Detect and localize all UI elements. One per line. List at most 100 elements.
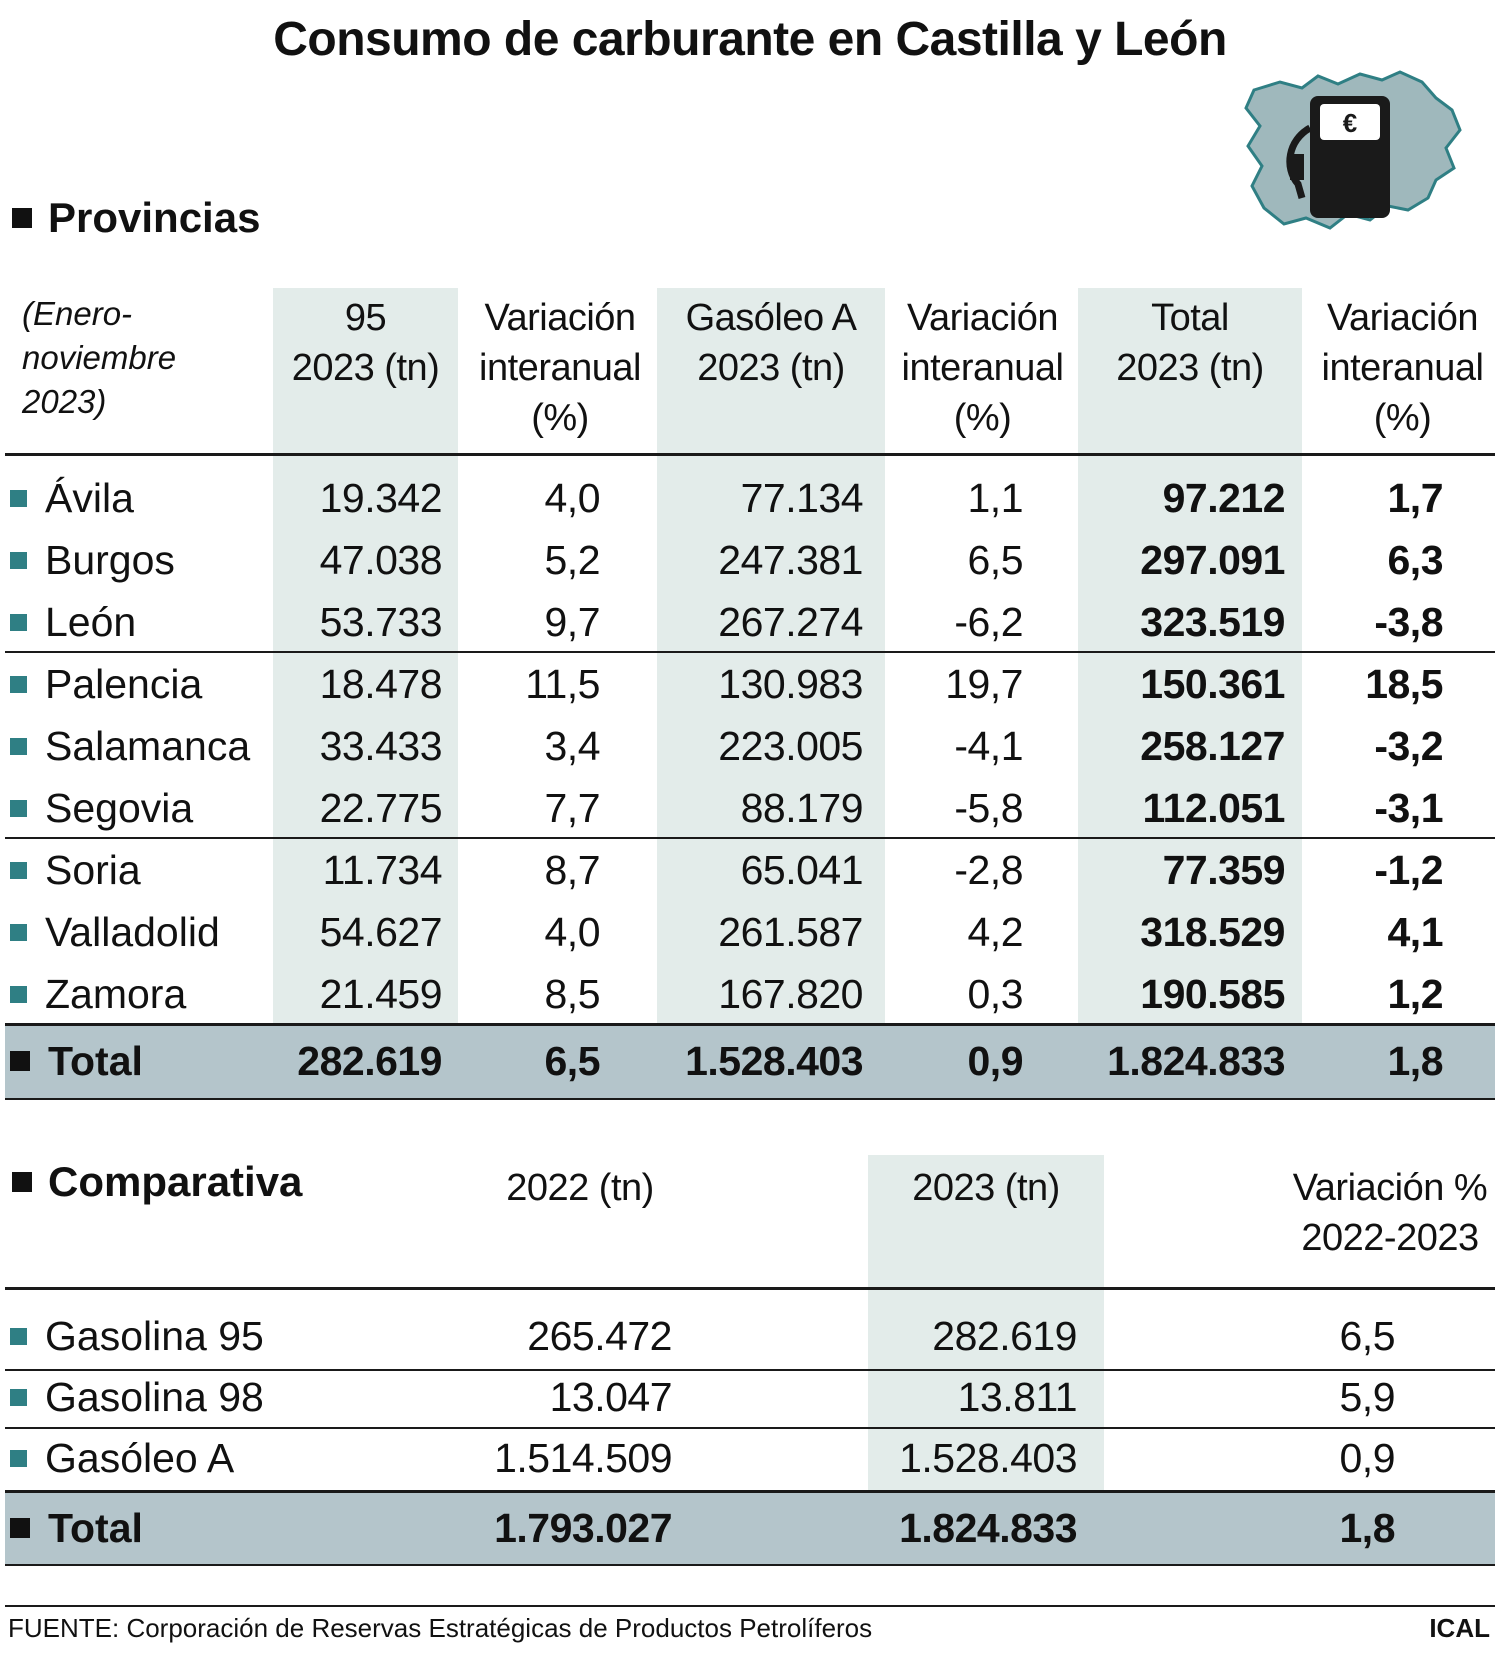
fuel-pump-map-icon: €	[1244, 70, 1462, 230]
cell-total: 258.127	[1140, 723, 1285, 769]
province-name: Burgos	[10, 529, 175, 591]
comparativa-total-band	[5, 1493, 1495, 1565]
cell-var95: 5,2	[544, 537, 601, 583]
cell-vargas: -2,8	[954, 847, 1023, 893]
cell-var95: 3,4	[544, 723, 601, 769]
cell-total: 323.519	[1140, 599, 1285, 645]
cell-var95: 4,0	[544, 475, 601, 521]
header-total: Total 2023 (tn)	[1116, 297, 1264, 389]
cell-gasoleo: 267.274	[718, 599, 863, 645]
row-marker	[10, 923, 27, 941]
cell-g95: 47.038	[319, 537, 443, 583]
header-var-total: Variación interanual (%)	[1321, 297, 1484, 439]
shade-col-2023	[868, 1155, 1104, 1492]
province-name: Valladolid	[10, 901, 220, 963]
table-row: Ávila 19.342 4,0 77.134 1,1 97.212 1,7	[0, 467, 1500, 529]
cell-y2023: 13.811	[957, 1374, 1078, 1420]
cell-variacion: 5,9	[1339, 1374, 1396, 1420]
row-marker	[10, 1388, 27, 1406]
table-row: Soria 11.734 8,7 65.041 -2,8 77.359 -1,2	[0, 839, 1500, 901]
cell-vartotal: 4,1	[1387, 909, 1444, 955]
header-variacion: Variación % 2022-2023	[1292, 1167, 1488, 1259]
row-marker	[10, 551, 27, 569]
cell-variacion: 6,5	[1339, 1313, 1396, 1359]
header-divider	[5, 453, 1495, 456]
cell-y2022: 13.047	[549, 1374, 673, 1420]
row-marker	[10, 489, 27, 507]
cell-var95: 7,7	[544, 785, 601, 831]
group-divider	[5, 837, 1495, 839]
comparativa-row-divider	[5, 1427, 1495, 1429]
cell-g95: 19.342	[319, 475, 443, 521]
cell-total: 190.585	[1140, 971, 1285, 1017]
province-name: Segovia	[10, 777, 193, 839]
cell-gasoleo: 261.587	[718, 909, 863, 955]
cell-vartotal: -3,2	[1374, 723, 1443, 769]
comparativa-header-divider	[5, 1287, 1495, 1290]
table-row: Gasolina 98 13.047 13.811 5,9	[0, 1366, 1500, 1428]
euro-symbol: €	[1343, 108, 1357, 138]
cell-g95: 33.433	[319, 723, 443, 769]
shade-col-95	[273, 288, 458, 1028]
cell-total: 112.051	[1142, 785, 1286, 831]
credit-label: ICAL	[1429, 1613, 1490, 1643]
shade-col-total	[1078, 288, 1302, 1028]
cell-vargas: -4,1	[954, 723, 1023, 769]
cell-y2023: 282.619	[932, 1313, 1077, 1359]
cell-g95: 53.733	[319, 599, 443, 645]
total-2022: 1.793.027	[494, 1505, 672, 1551]
cell-y2022: 265.472	[527, 1313, 672, 1359]
table-row: Gasóleo A 1.514.509 1.528.403 0,9	[0, 1427, 1500, 1489]
table-row: Salamanca 33.433 3,4 223.005 -4,1 258.127 -3,2	[0, 715, 1500, 777]
table-row: Palencia 18.478 11,5 130.983 19,7 150.361 18,5	[0, 653, 1500, 715]
total-gasoleo: 1.528.403	[685, 1038, 863, 1084]
cell-total: 97.212	[1162, 475, 1286, 521]
cell-vartotal: -3,1	[1374, 785, 1443, 831]
total-var-gasoleo: 0,9	[967, 1038, 1024, 1084]
header-2023: 2023 (tn)	[912, 1167, 1060, 1209]
cell-vartotal: 1,7	[1387, 475, 1444, 521]
cell-gasoleo: 130.983	[718, 661, 863, 707]
province-name: León	[10, 591, 136, 653]
cell-vargas: 19,7	[945, 661, 1023, 707]
cell-total: 150.361	[1140, 661, 1285, 707]
total-bottom-line	[5, 1098, 1495, 1100]
cell-var95: 4,0	[544, 909, 601, 955]
row-marker	[10, 799, 27, 817]
table-row: Gasolina 95 265.472 282.619 6,5	[0, 1305, 1500, 1367]
cell-vartotal: -1,2	[1374, 847, 1443, 893]
total-var-95: 6,5	[544, 1038, 601, 1084]
page-title: Consumo de carburante en Castilla y León	[273, 13, 1227, 66]
row-marker	[10, 1518, 30, 1538]
provincias-total-band	[5, 1026, 1495, 1099]
cell-gasoleo: 77.134	[740, 475, 864, 521]
fuel-name: Gasolina 95	[10, 1305, 264, 1367]
cell-g95: 22.775	[319, 785, 443, 831]
header-95: 95 2023 (tn)	[291, 297, 440, 389]
footer-divider	[5, 1605, 1495, 1607]
fuel-name: Gasolina 98	[10, 1366, 264, 1428]
province-name: Ávila	[10, 467, 134, 529]
cell-var95: 8,5	[544, 971, 601, 1017]
cell-gasoleo: 247.381	[718, 537, 863, 583]
total-2023: 1.824.833	[899, 1505, 1077, 1551]
cell-g95: 11.734	[322, 847, 443, 893]
header-2022: 2022 (tn)	[506, 1167, 654, 1209]
cell-y2023: 1.528.403	[899, 1435, 1077, 1481]
comparativa-bottom-line	[5, 1564, 1495, 1566]
cell-vargas: -5,8	[954, 785, 1023, 831]
table-row: Burgos 47.038 5,2 247.381 6,5 297.091 6,3	[0, 529, 1500, 591]
cell-vargas: -6,2	[954, 599, 1023, 645]
table-row: Segovia 22.775 7,7 88.179 -5,8 112.051 -3,1	[0, 777, 1500, 839]
comparativa-section-title: Comparativa	[12, 1158, 302, 1206]
row-marker	[10, 1051, 30, 1071]
row-marker	[10, 675, 27, 693]
cell-vartotal: 1,2	[1387, 971, 1444, 1017]
header-var-95: Variación interanual (%)	[479, 297, 641, 439]
cell-total: 318.529	[1140, 909, 1285, 955]
total-divider	[5, 1023, 1495, 1026]
province-name: Zamora	[10, 963, 186, 1025]
comparativa-row-divider	[5, 1369, 1495, 1371]
row-marker	[10, 613, 27, 631]
cell-total: 297.091	[1140, 537, 1285, 583]
